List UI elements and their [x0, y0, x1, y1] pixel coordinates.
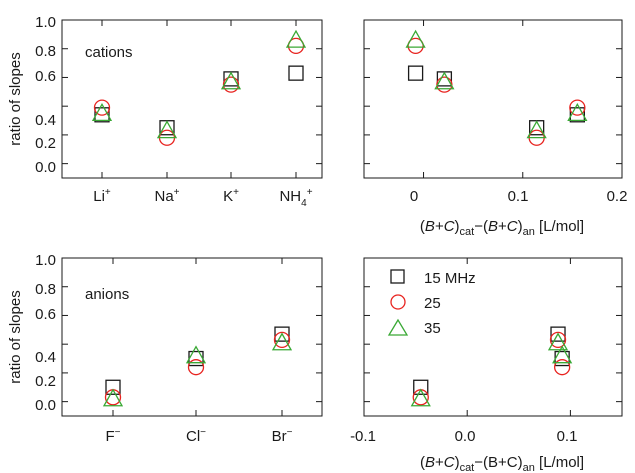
panel-cations-frame	[61, 19, 323, 179]
square-marker	[413, 379, 429, 395]
square-marker	[554, 350, 570, 367]
triangle-marker	[526, 120, 547, 139]
square-marker	[550, 326, 566, 342]
panel-annotation-cations: cations	[85, 44, 133, 61]
x-axis-label-cations-b: (B+C)cat−(B+C)an [L/mol]	[420, 218, 584, 238]
triangle-marker	[285, 29, 307, 48]
y-tick-label: 1.0	[35, 14, 56, 31]
panel-anions-x-ticks: F− Cl− Br−	[105, 427, 292, 445]
triangle-marker	[102, 388, 124, 407]
circle-marker	[412, 389, 429, 406]
legend: 15 MHz 25 35	[387, 269, 476, 337]
triangle-marker	[220, 71, 242, 90]
legend-circle-marker	[390, 294, 406, 310]
x-tick-label: 0	[410, 188, 418, 205]
y-axis-label-anions: ratio of slopes	[7, 290, 24, 383]
panel-anions-b-frame	[363, 257, 623, 417]
y-tick-label: 0.0	[35, 159, 56, 176]
panel-anions-y-ticks: 0.0 0.2 0.4 0.6 0.8 1.0	[35, 252, 56, 414]
circle-marker	[93, 99, 111, 116]
panel-cations-x-ticks: Li+ Na+ K+ NH4+	[93, 187, 312, 209]
x-tick-label: 0.1	[557, 428, 578, 445]
triangle-marker	[156, 120, 178, 139]
y-tick-label: 0.8	[35, 43, 56, 60]
legend-triangle-marker	[387, 318, 409, 336]
y-tick-label: 1.0	[35, 252, 56, 269]
triangle-marker	[185, 345, 207, 364]
panel-annotation-anions: anions	[85, 286, 129, 303]
square-marker	[274, 326, 290, 342]
circle-marker	[549, 331, 567, 349]
panel-cations-y-ticks: 0.0 0.2 0.4 0.6 0.8 1.0	[35, 14, 56, 176]
triangle-marker	[552, 345, 573, 364]
y-tick-label: 0.2	[35, 135, 56, 152]
y-tick-label: 0.8	[35, 281, 56, 298]
square-marker	[407, 65, 424, 81]
triangle-marker	[434, 71, 455, 90]
x-tick-label: 0.1	[508, 188, 529, 205]
x-tick-label: -0.1	[350, 428, 376, 445]
triangle-marker	[567, 103, 588, 122]
square-marker	[94, 107, 110, 123]
circle-marker	[222, 76, 240, 93]
panel-anions-frame	[61, 257, 323, 417]
tick-marks	[62, 19, 623, 416]
panel-anions-b-x-ticks: -0.1 0.0 0.1	[350, 428, 577, 445]
circle-marker	[407, 37, 424, 55]
square-marker	[188, 350, 204, 367]
y-axis-label-cations: ratio of slopes	[7, 52, 24, 145]
y-tick-label: 0.2	[35, 373, 56, 390]
x-tick-label: 0.2	[607, 188, 628, 205]
circle-marker	[273, 331, 291, 349]
circle-marker	[553, 359, 571, 376]
x-tick-label-f: F−	[105, 427, 120, 445]
legend-square-marker	[390, 269, 405, 284]
circle-marker	[104, 389, 122, 406]
legend-label-15mhz: 15 MHz	[424, 270, 476, 287]
y-tick-label: 0.4	[35, 112, 56, 129]
x-tick-label-nh4: NH4+	[279, 187, 312, 209]
panel-cations-b-x-ticks: 0 0.1 0.2	[410, 188, 628, 205]
triangle-marker	[271, 332, 293, 351]
square-marker	[288, 65, 304, 81]
x-tick-label-k: K+	[223, 187, 239, 205]
circle-marker	[436, 76, 453, 93]
y-tick-label: 0.4	[35, 349, 56, 366]
circle-marker	[569, 99, 586, 116]
panel-cations-b-frame	[363, 19, 623, 179]
y-tick-label: 0.6	[35, 306, 56, 323]
triangle-marker	[410, 388, 431, 407]
x-tick-label: 0.0	[455, 428, 476, 445]
y-tick-label: 0.0	[35, 397, 56, 414]
square-marker	[105, 379, 121, 395]
square-marker	[569, 107, 585, 123]
x-axis-label-anions-b: (B+C)cat−(B+C)an [L/mol]	[420, 454, 584, 473]
y-tick-label: 0.6	[35, 68, 56, 85]
circle-marker	[187, 359, 205, 376]
legend-label-25: 25	[424, 295, 441, 312]
x-tick-label-li: Li+	[93, 187, 111, 205]
triangle-marker	[547, 332, 569, 351]
circle-marker	[287, 37, 305, 55]
triangle-marker	[405, 29, 426, 48]
x-tick-label-na: Na+	[154, 187, 179, 205]
x-tick-label-br: Br−	[272, 427, 293, 445]
triangle-marker	[91, 103, 113, 122]
legend-label-35: 35	[424, 320, 441, 337]
x-tick-label-cl: Cl−	[186, 427, 206, 445]
data-markers	[91, 29, 588, 407]
